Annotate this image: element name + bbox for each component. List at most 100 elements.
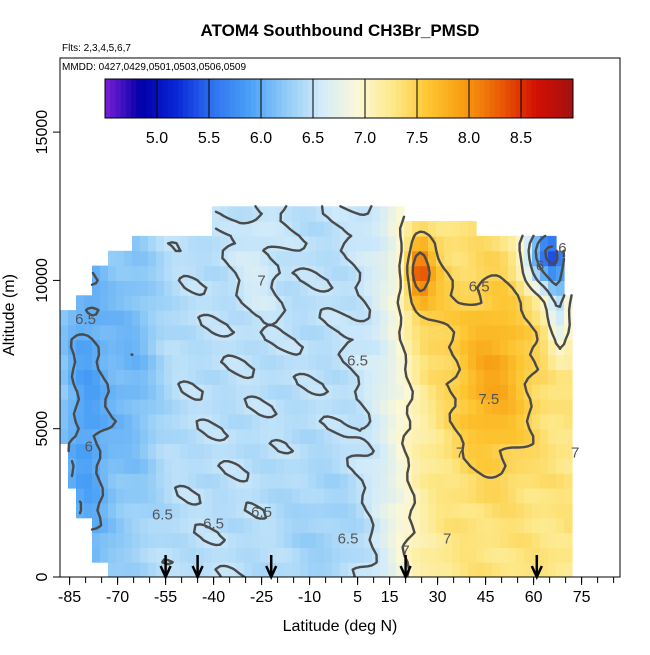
colorbar-swatch — [365, 79, 371, 118]
heat-cell — [516, 339, 525, 356]
heat-cell — [212, 265, 221, 281]
colorbar-swatch — [417, 79, 423, 118]
heat-cell — [452, 443, 461, 459]
colorbar-swatch — [115, 79, 122, 118]
heat-cell — [516, 310, 525, 326]
colorbar-swatch — [562, 79, 569, 118]
heat-cell — [356, 488, 365, 504]
heat-cell — [300, 384, 309, 400]
heat-cell — [516, 324, 525, 341]
heat-cell — [172, 354, 181, 370]
heat-cell — [500, 399, 509, 415]
heat-cell — [332, 324, 341, 341]
heat-cell — [356, 354, 365, 370]
heat-cell — [228, 413, 237, 430]
heat-cell — [148, 562, 157, 577]
heat-cell — [500, 339, 509, 356]
heat-cell — [236, 280, 245, 296]
colorbar-swatch — [401, 79, 408, 118]
x-tick-label: -10 — [298, 589, 321, 606]
heat-cell — [212, 473, 221, 489]
heat-cell — [372, 488, 381, 504]
heat-cell — [500, 428, 509, 445]
heat-cell — [564, 339, 573, 356]
heat-cell — [164, 339, 173, 356]
heat-cell — [548, 354, 557, 370]
heat-cell — [396, 532, 405, 548]
heat-cell — [276, 428, 285, 445]
heat-cell — [140, 488, 149, 504]
heat-cell — [428, 280, 437, 296]
heat-cell — [204, 458, 213, 474]
heat-cell — [132, 339, 141, 356]
heat-cell — [500, 310, 509, 326]
heat-cell — [252, 369, 261, 385]
heat-cell — [332, 206, 341, 222]
heat-cell — [236, 532, 245, 548]
colorbar-swatch — [131, 79, 137, 118]
heat-cell — [364, 473, 373, 489]
heat-cell — [188, 473, 197, 489]
heat-cell — [468, 295, 477, 311]
heat-cell — [332, 547, 341, 563]
heat-cell — [132, 428, 141, 445]
heat-cell — [236, 221, 245, 237]
heat-cell — [276, 547, 285, 563]
heat-cell — [388, 280, 397, 296]
x-tick-label: -55 — [154, 589, 177, 606]
heat-cell — [316, 428, 325, 445]
heat-cell — [236, 562, 245, 577]
heat-cell — [524, 517, 533, 534]
heat-cell — [540, 547, 549, 563]
heat-cell — [156, 413, 165, 430]
colorbar-swatch — [453, 79, 460, 118]
heat-cell — [332, 265, 341, 281]
heat-cell — [236, 547, 245, 563]
heat-cell — [124, 502, 133, 519]
heat-cell — [108, 547, 117, 563]
heat-cell — [396, 206, 405, 222]
heat-cell — [500, 413, 509, 430]
heat-cell — [476, 310, 485, 326]
heat-cell — [188, 384, 197, 400]
heat-cell — [284, 473, 293, 489]
heat-cell — [444, 221, 453, 237]
heat-cell — [524, 235, 533, 252]
heat-cell — [428, 547, 437, 563]
heat-cell — [316, 562, 325, 577]
heat-cell — [436, 458, 445, 474]
heat-cell — [468, 547, 477, 563]
heat-cell — [428, 443, 437, 459]
heat-cell — [196, 369, 205, 385]
heat-cell — [380, 384, 389, 400]
heat-cell — [460, 265, 469, 281]
heat-cell — [348, 324, 357, 341]
heat-cell — [276, 473, 285, 489]
heat-cell — [116, 324, 125, 341]
heat-cell — [100, 428, 109, 445]
heat-cell — [332, 517, 341, 534]
heat-cell — [140, 473, 149, 489]
heat-cell — [172, 443, 181, 459]
heat-cell — [172, 339, 181, 356]
heat-cell — [308, 517, 317, 534]
heat-cell — [268, 206, 277, 222]
heat-cell — [132, 369, 141, 385]
heat-cell — [116, 443, 125, 459]
heat-cell — [460, 428, 469, 445]
heat-cell — [564, 547, 573, 563]
heat-cell — [276, 324, 285, 341]
heat-cell — [236, 413, 245, 430]
heat-cell — [284, 532, 293, 548]
heat-cell — [308, 221, 317, 237]
heat-cell — [364, 488, 373, 504]
heat-cell — [132, 384, 141, 400]
heat-cell — [244, 339, 253, 356]
heat-cell — [220, 221, 229, 237]
heat-cell — [340, 310, 349, 326]
heat-cell — [364, 458, 373, 474]
heat-cell — [140, 280, 149, 296]
heat-cell — [372, 384, 381, 400]
heat-cell — [372, 517, 381, 534]
heat-cell — [76, 473, 85, 489]
